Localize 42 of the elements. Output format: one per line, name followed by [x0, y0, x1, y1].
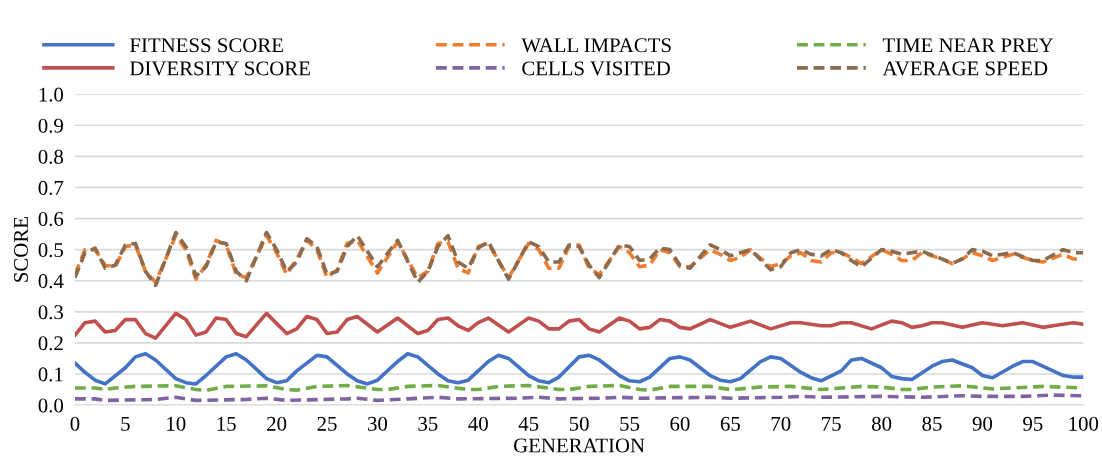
x-tick-label: 15 [217, 416, 236, 431]
legend-label: WALL IMPACTS [521, 38, 671, 53]
y-tick-label: 0.9 [38, 118, 63, 133]
x-tick-label: 35 [418, 416, 438, 431]
x-tick-label: 55 [620, 416, 640, 431]
line-series [74, 311, 1084, 341]
x-tick-label: 30 [368, 416, 388, 431]
x-tick-label: 10 [167, 416, 186, 431]
y-tick-label: 0.5 [38, 243, 64, 258]
legend-label: DIVERSITY SCORE [130, 61, 310, 76]
x-tick-label: 25 [317, 416, 337, 431]
y-tick-label: 0.4 [38, 274, 64, 289]
legend-label: FITNESS SCORE [130, 38, 283, 53]
x-tick-label: 60 [670, 416, 690, 431]
x-tick-label: 90 [972, 416, 993, 431]
y-tick-label: 0.8 [38, 149, 64, 164]
x-tick-label: 5 [121, 416, 130, 431]
y-tick-label: 0.0 [38, 398, 64, 413]
y-tick-label: 0.1 [38, 367, 63, 382]
x-tick-label: 65 [720, 416, 740, 431]
y-tick-label: 0.3 [38, 305, 64, 320]
legend-label: CELLS VISITED [522, 61, 671, 76]
x-tick-label: 80 [871, 416, 892, 431]
x-tick-label: 20 [267, 416, 287, 431]
x-tick-label: 85 [922, 416, 942, 431]
legend-label: TIME NEAR PREY [882, 38, 1054, 53]
x-tick-label: 0 [70, 416, 80, 431]
x-tick-label: 45 [518, 416, 539, 431]
line-series [74, 351, 1084, 386]
x-tick-label: 40 [468, 416, 488, 431]
y-tick-label: 0.6 [38, 211, 64, 227]
y-tick-label: 1.0 [39, 87, 64, 102]
y-tick-label: 0.7 [38, 180, 64, 195]
y-axis-title: SCORE [14, 217, 28, 282]
x-tick-label: 95 [1023, 416, 1043, 431]
legend-label: AVERAGE SPEED [882, 61, 1048, 76]
x-tick-label: 50 [569, 416, 589, 431]
x-tick-label: 70 [771, 416, 791, 431]
x-tick-label: 75 [822, 416, 841, 431]
x-axis-title: GENERATION [514, 438, 645, 453]
x-tick-label: 100 [1069, 416, 1099, 431]
y-tick-label: 0.2 [38, 336, 63, 351]
